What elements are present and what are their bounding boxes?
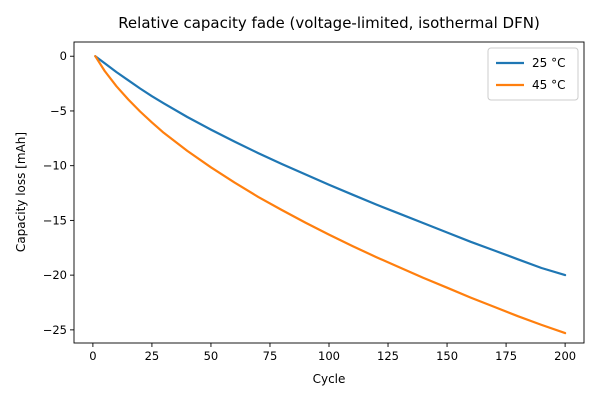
y-tick-label--25: −25 [43,323,67,337]
x-tick-label-25: 25 [145,349,160,363]
series-line-2 [94,55,567,335]
legend-box [487,47,579,101]
x-tick-label-100: 100 [318,349,340,363]
y-tick-label--15: −15 [43,213,67,227]
y-axis-label: Capacity loss [mAh] [14,132,28,252]
legend-label-2: 45 °C [532,78,565,92]
chart-title: Relative capacity fade (voltage-limited,… [118,14,540,32]
y-tick-label--20: −20 [43,268,67,282]
x-tick-label-175: 175 [495,349,517,363]
x-tick-label-0: 0 [89,349,96,363]
y-tick-label--5: −5 [50,104,67,118]
y-tick-label--10: −10 [43,159,67,173]
x-tick-label-75: 75 [263,349,278,363]
x-tick-label-150: 150 [436,349,458,363]
legend-label-1: 25 °C [532,56,565,70]
y-tick-label-0: 0 [60,49,67,63]
x-tick-label-200: 200 [554,349,576,363]
plot-area: 0 25 50 75 100 125 150 175 200 0 −5 −10 −15 −20 −25 25 … [43,41,585,363]
series-line-1 [94,55,567,277]
x-tick-label-125: 125 [377,349,399,363]
x-tick-label-50: 50 [204,349,219,363]
x-axis-label: Cycle [313,372,346,386]
